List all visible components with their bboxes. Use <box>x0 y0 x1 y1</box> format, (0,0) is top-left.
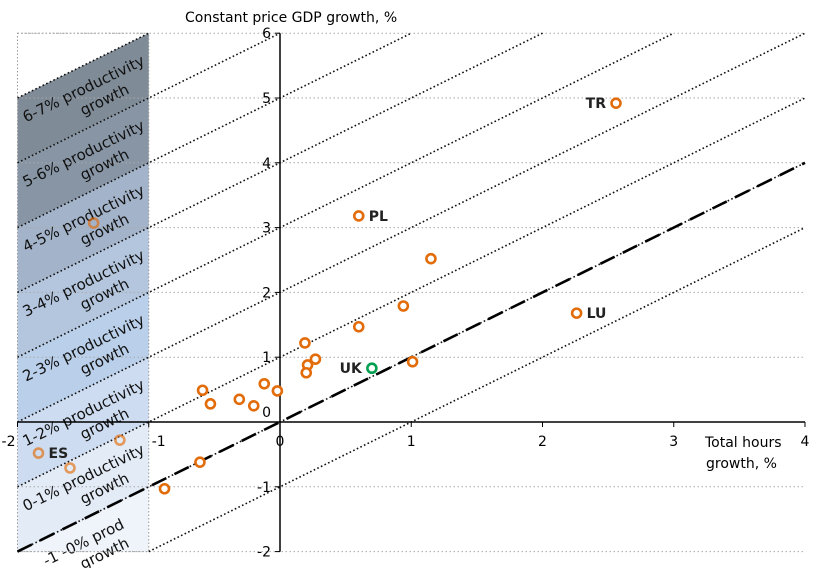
y-tick-label: 1 <box>262 350 271 366</box>
data-point <box>196 384 209 397</box>
y-tick-label: -2 <box>257 545 271 561</box>
x-tick-label: 3 <box>669 434 678 450</box>
data-point <box>233 393 246 406</box>
band <box>17 162 149 293</box>
y-axis-title: Constant price GDP growth, % <box>185 10 397 26</box>
data-point <box>158 482 171 495</box>
band <box>17 33 149 163</box>
data-point <box>406 355 419 368</box>
data-point <box>300 366 313 379</box>
axes: -2 -1 0 1 2 3 4 -2 -1 0 1 2 3 4 5 6 <box>2 26 810 560</box>
iso-line <box>17 32 281 164</box>
point-label: TR <box>586 96 607 112</box>
data-point <box>204 398 217 410</box>
y-tick-label: 5 <box>262 91 271 107</box>
x-tick-label: -2 <box>2 434 16 450</box>
x-tick-label: 2 <box>538 434 547 450</box>
x-axis-title: Total hours growth, % <box>704 435 786 472</box>
band <box>17 422 149 552</box>
x-tick-label: 1 <box>407 434 416 450</box>
data-point <box>194 456 206 468</box>
x-axis-title-line2: growth, % <box>706 456 777 472</box>
data-point <box>352 210 365 222</box>
point-label: PL <box>369 209 388 225</box>
data-point <box>299 337 311 349</box>
data-point <box>32 447 45 459</box>
data-point <box>114 434 126 446</box>
x-tick-label: 4 <box>801 434 810 450</box>
y-tick-label: -1 <box>257 480 271 496</box>
x-axis-title-line1: Total hours <box>704 435 782 451</box>
data-point <box>87 217 100 229</box>
data-point <box>309 353 322 365</box>
data-point <box>397 300 410 312</box>
data-point <box>352 320 365 333</box>
point-label: UK <box>340 361 363 377</box>
data-point <box>425 252 437 265</box>
data-point <box>366 362 378 375</box>
point-label: ES <box>49 446 69 462</box>
x-tick-label: -1 <box>152 434 166 450</box>
y-tick-label: 4 <box>262 156 271 172</box>
band <box>17 227 149 358</box>
y-tick-label: 6 <box>262 26 271 42</box>
band <box>17 98 149 228</box>
data-point <box>247 399 260 412</box>
y-tick-label: 0 <box>262 405 271 421</box>
x-tick-label: 0 <box>276 434 285 450</box>
data-point <box>64 462 76 474</box>
y-tick-label: 3 <box>262 221 271 237</box>
data-point <box>570 307 583 319</box>
data-point <box>610 97 622 109</box>
iso-line <box>17 32 150 99</box>
point-label: LU <box>587 306 607 322</box>
iso-line <box>17 32 412 229</box>
band <box>17 292 149 422</box>
iso-line <box>148 226 806 553</box>
data-point <box>271 385 284 397</box>
y-tick-label: 2 <box>262 285 271 301</box>
data-point <box>258 377 271 390</box>
data-points: TR PL LU UK ES <box>32 96 622 495</box>
